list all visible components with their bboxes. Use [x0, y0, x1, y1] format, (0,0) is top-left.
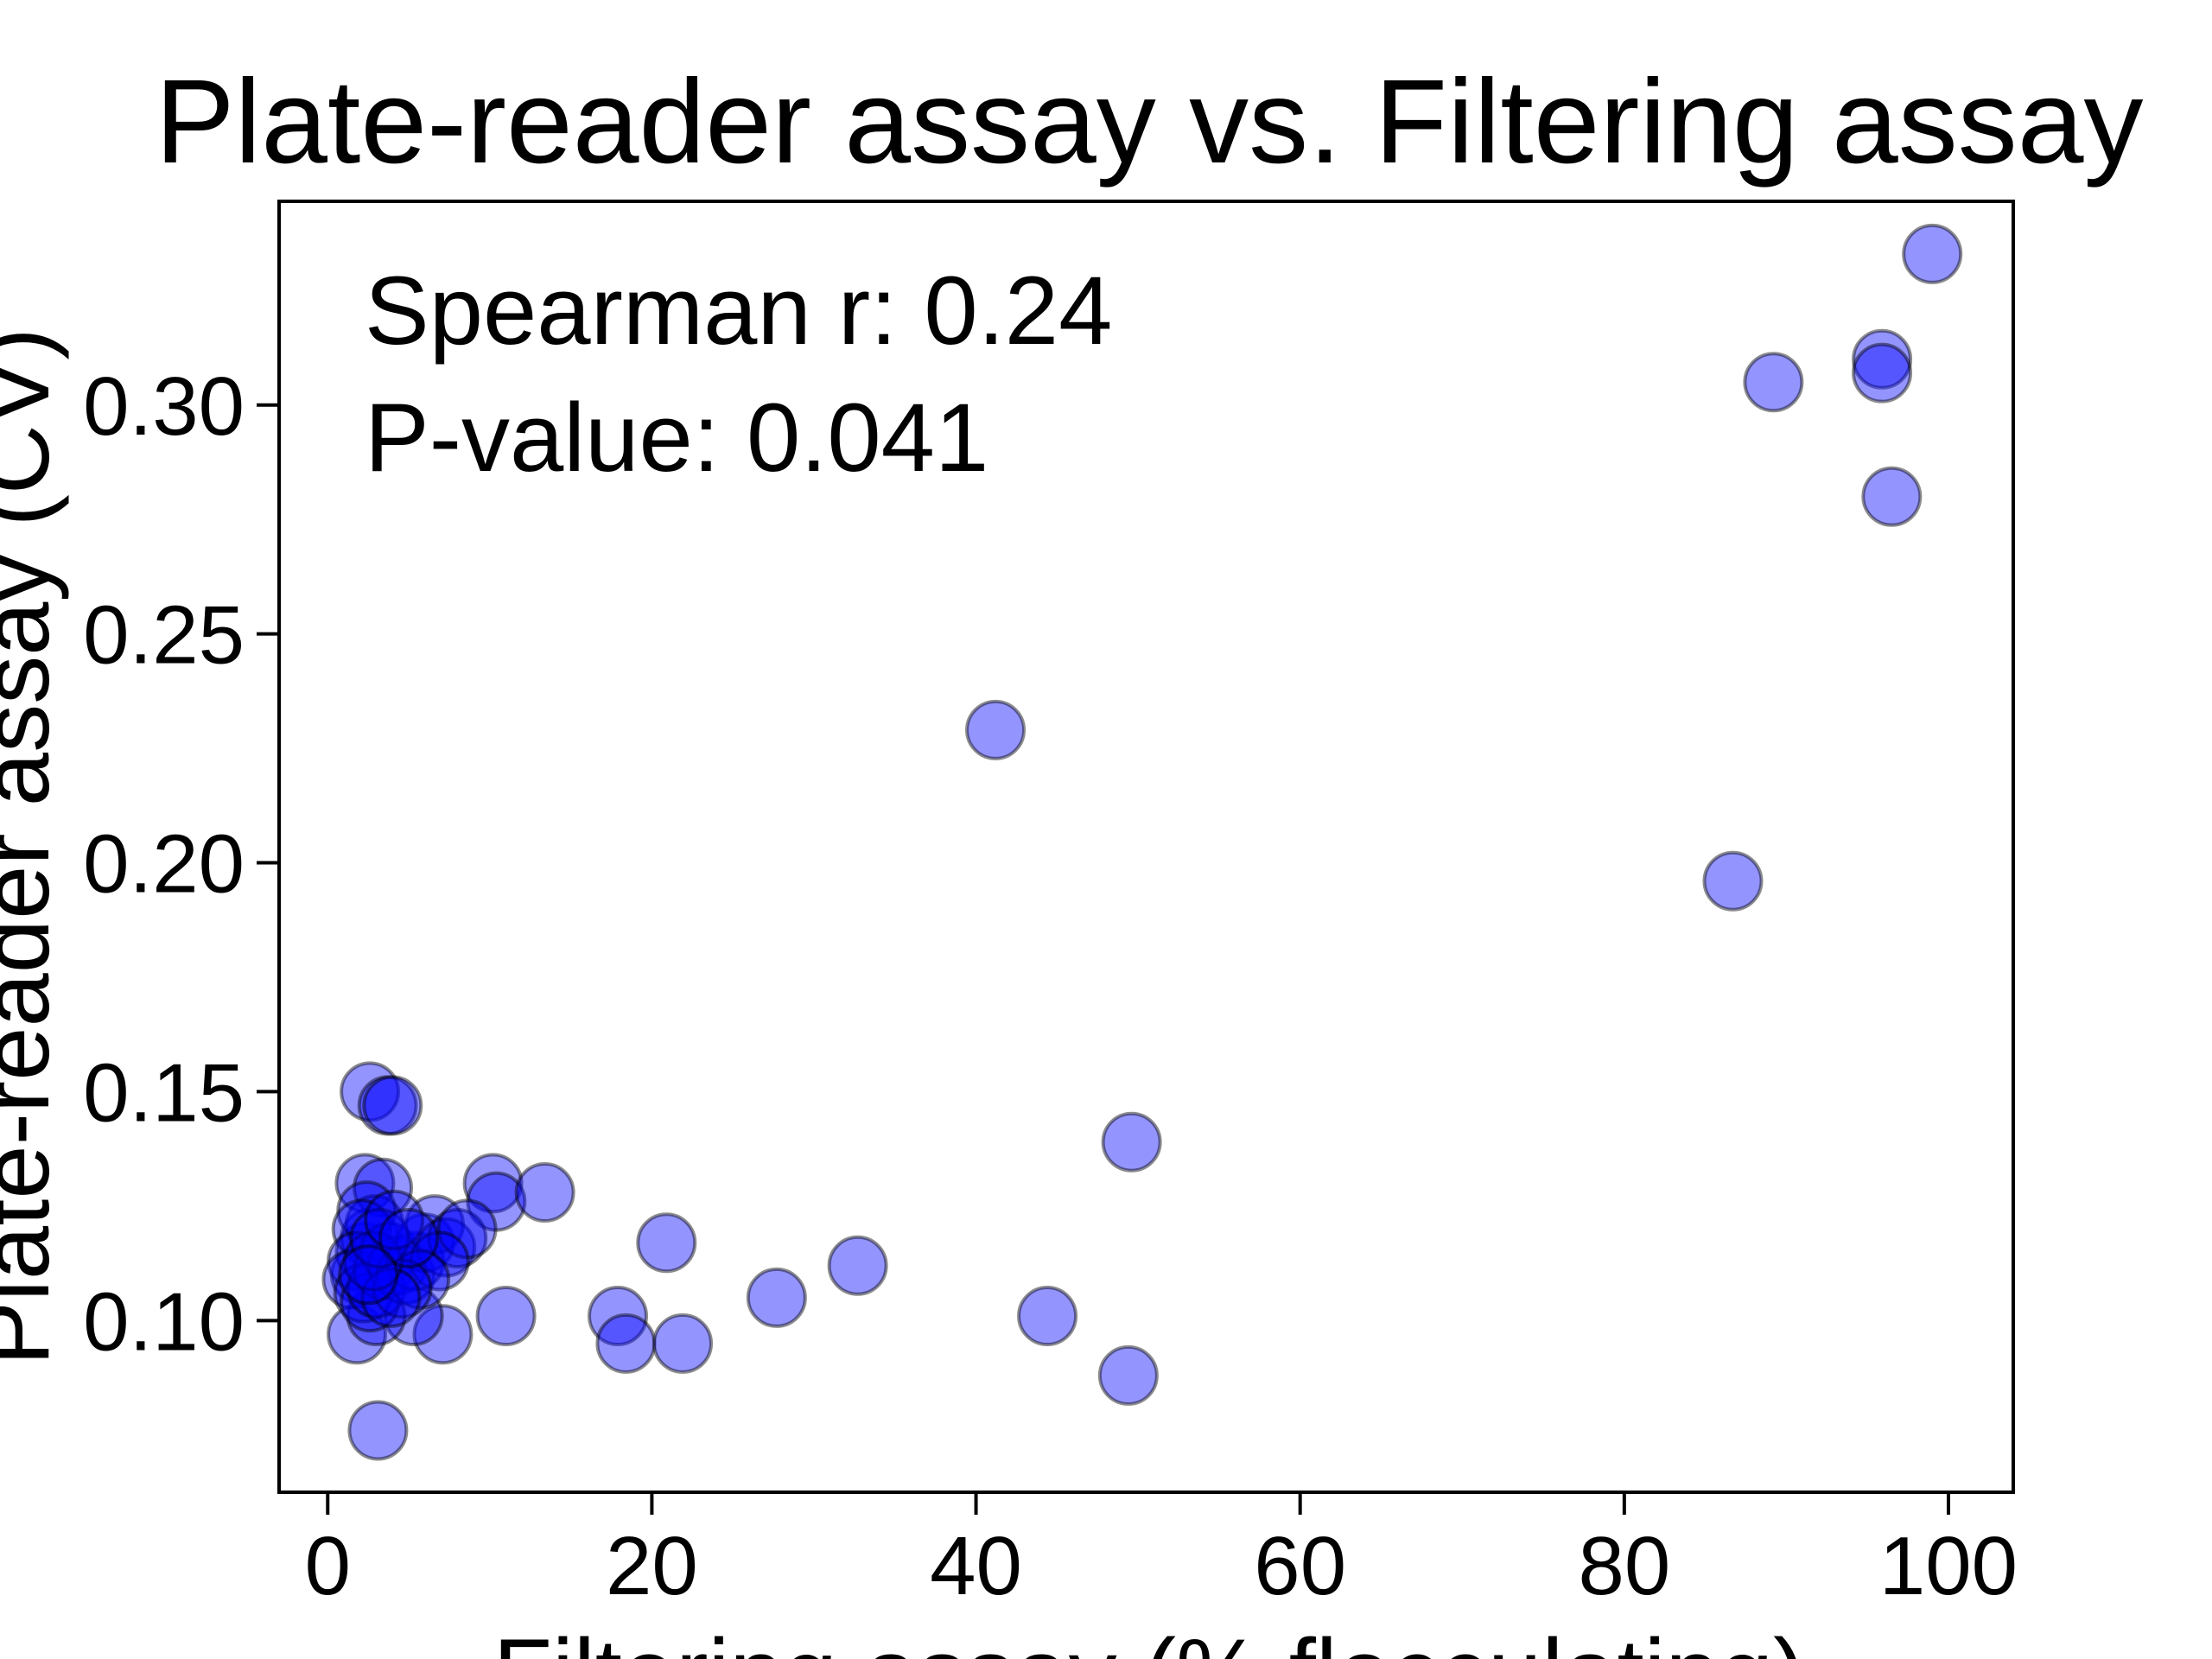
scatter-point	[340, 1061, 401, 1122]
scatter-point	[336, 1180, 397, 1242]
scatter-point	[347, 1400, 409, 1461]
x-tick-label: 60	[1254, 1520, 1346, 1612]
scatter-point	[475, 1286, 537, 1347]
y-tick-label: 0.30	[83, 360, 245, 453]
scatter-point	[827, 1235, 888, 1296]
scatter-point	[1902, 223, 1963, 284]
scatter-point	[462, 1153, 524, 1214]
scatter-point	[1852, 342, 1913, 404]
scatter-point	[1101, 1111, 1162, 1173]
scatter-point	[1702, 850, 1764, 912]
scatter-point	[427, 1207, 488, 1268]
y-tick-label: 0.15	[83, 1046, 245, 1139]
points-layer	[321, 223, 1963, 1461]
scatter-point	[334, 1221, 396, 1282]
x-tick-label: 20	[606, 1520, 698, 1612]
scatter-point	[394, 1212, 455, 1274]
scatter-point	[404, 1194, 466, 1255]
x-tick-label: 40	[930, 1520, 1022, 1612]
scatter-point	[375, 1244, 436, 1306]
scatter-point	[390, 1249, 451, 1310]
scatter-point	[353, 1240, 414, 1301]
annotation-spearman: Spearman r: 0.24	[365, 257, 1112, 365]
scatter-point	[965, 699, 1027, 760]
scatter-point	[327, 1304, 388, 1365]
scatter-point	[362, 1075, 423, 1136]
scatter-point	[346, 1286, 407, 1347]
scatter-point	[378, 1207, 440, 1268]
scatter-point	[364, 1189, 425, 1250]
scatter-point	[746, 1267, 807, 1328]
scatter-point	[349, 1207, 410, 1268]
x-axis-label: Filtering assay (% flocculating)	[493, 1619, 1806, 1659]
scatter-point	[514, 1161, 575, 1223]
scatter-point	[340, 1207, 401, 1268]
scatter-point	[416, 1217, 477, 1278]
scatter-point	[334, 1153, 396, 1214]
scatter-point	[412, 1304, 474, 1365]
scatter-point	[372, 1258, 433, 1319]
y-tick-label: 0.20	[83, 818, 245, 911]
scatter-point	[1861, 466, 1923, 527]
x-axis: 0 20 40 60 80 100	[305, 1492, 2018, 1612]
scatter-point	[366, 1235, 428, 1296]
y-axis-label: Plate-reader assay (CV)	[0, 327, 69, 1365]
scatter-point	[340, 1272, 401, 1333]
y-tick-label: 0.10	[83, 1275, 245, 1368]
scatter-point	[1743, 352, 1804, 413]
x-tick-label: 100	[1879, 1520, 2018, 1612]
chart-title: Plate-reader assay vs. Filtering assay	[156, 55, 2144, 188]
scatter-point	[1852, 328, 1913, 390]
scatter-point	[636, 1212, 697, 1274]
x-tick-label: 0	[305, 1520, 351, 1612]
scatter-point	[360, 1267, 422, 1328]
scatter-point	[346, 1258, 407, 1319]
scatter-point	[333, 1262, 394, 1324]
plot-frame	[277, 200, 2015, 1494]
scatter-point	[383, 1286, 444, 1347]
scatter-point	[342, 1230, 404, 1292]
scatter-point	[588, 1286, 649, 1347]
scatter-point	[1097, 1344, 1159, 1406]
scatter-point	[321, 1249, 383, 1310]
scatter-point	[409, 1230, 470, 1292]
scatter-point	[652, 1313, 714, 1374]
scatter-point	[344, 1194, 405, 1255]
x-tick-label: 80	[1578, 1520, 1670, 1612]
scatter-point	[357, 1075, 418, 1136]
scatter-point	[1017, 1286, 1078, 1347]
scatter-point	[436, 1198, 498, 1260]
scatter-point	[385, 1230, 446, 1292]
scatter-point	[359, 1221, 420, 1282]
y-axis: 0.10 0.15 0.20 0.25 0.30	[83, 360, 279, 1368]
scatter-point	[466, 1171, 527, 1232]
scatter-point	[353, 1157, 414, 1218]
scatter-point	[338, 1244, 399, 1306]
scatter-point	[331, 1198, 392, 1260]
y-tick-label: 0.25	[83, 589, 245, 682]
scatter-point	[595, 1313, 657, 1374]
scatter-point	[329, 1244, 391, 1306]
annotation-pvalue: P-value: 0.041	[365, 384, 988, 492]
scatter-point	[327, 1230, 388, 1292]
